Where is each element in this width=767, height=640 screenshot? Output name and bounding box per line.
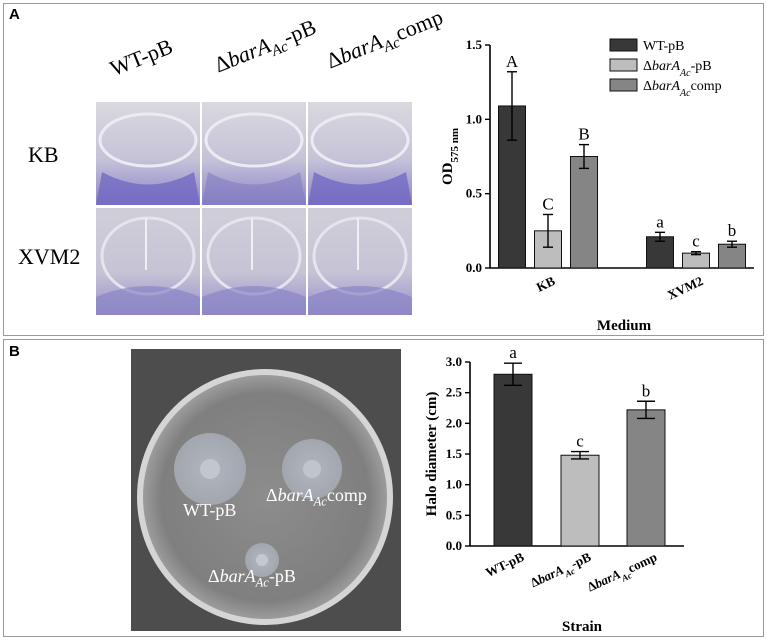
bar [626, 409, 666, 547]
y-tick-label: 0.5 [466, 186, 483, 201]
plate-label-comp: ΔbarAAccomp [266, 485, 367, 509]
bar [560, 454, 600, 547]
legend-label: WT-pB [643, 39, 684, 54]
y-axis-label: OD575 nm [440, 128, 461, 185]
bar [682, 252, 710, 269]
significance-letter: c [576, 432, 584, 451]
y-tick-label: 2.0 [446, 415, 462, 430]
panel-a-letter: A [9, 6, 20, 23]
bar [646, 236, 674, 269]
colony-comp [303, 460, 321, 478]
y-tick-label: 1.0 [446, 477, 462, 492]
y-tick-label: 0.5 [446, 507, 463, 522]
colony-mutant [256, 554, 268, 566]
y-axis-label: Halo diameter (cm) [424, 392, 440, 517]
bar [570, 156, 598, 269]
legend-swatch [609, 38, 638, 52]
y-tick-label: 3.0 [446, 354, 462, 369]
y-tick-label: 2.5 [446, 385, 463, 400]
halo-bar-chart: 0.0 0.5 1.0 1.5 2.0 2.5 3.0 Halo diameter (cm) a… [424, 343, 684, 635]
x-tick-label: XVM2 [665, 273, 705, 302]
x-axis-label: Strain [562, 619, 603, 635]
well-kb-comp [308, 102, 412, 205]
well-xvm2-mutant [202, 208, 306, 315]
row-label-kb: KB [28, 142, 59, 167]
panel-b-letter: B [9, 343, 20, 360]
y-tick-label: 1.5 [466, 37, 483, 52]
plate-label-wt: WT-pB [183, 500, 237, 520]
panel-b: B WT-pB ΔbarAAccomp ΔbarAAc-pB 0.0 0.5 1.0 1.… [3, 339, 764, 637]
significance-letter: a [656, 212, 664, 231]
crystal-violet-wells-photo [96, 102, 412, 315]
legend-swatch [609, 58, 638, 72]
row-label-xvm2: XVM2 [18, 244, 81, 269]
significance-letter: c [692, 232, 700, 251]
significance-letter: A [506, 52, 519, 71]
significance-letter: b [642, 381, 651, 400]
halo-plate-photo [131, 349, 401, 631]
significance-letter: B [578, 125, 589, 144]
y-tick-label: 0.0 [446, 538, 462, 553]
significance-letter: C [542, 194, 553, 213]
x-tick-label: KB [534, 273, 558, 295]
panel-a: A WT-pB ΔbarAAc-pB ΔbarAAccomp KB XVM2 0.0… [3, 3, 764, 336]
y-tick-label: 1.5 [446, 446, 463, 461]
x-tick-label: WT-pB [483, 549, 527, 580]
legend-label: ΔbarAAccomp [643, 79, 722, 99]
y-tick-label: 1.0 [466, 111, 482, 126]
well-kb-wt [96, 102, 200, 205]
y-tick-label: 0.0 [466, 260, 482, 275]
x-tick-label: ΔbarAAccomp [585, 549, 661, 598]
significance-letter: a [509, 343, 517, 362]
well-kb-mutant [202, 102, 306, 205]
colony-wt [200, 459, 220, 479]
bar [493, 373, 533, 547]
plate-label-mutant: ΔbarAAc-pB [208, 566, 296, 590]
significance-letter: b [728, 221, 737, 240]
legend-label: ΔbarAAc-pB [643, 59, 712, 79]
legend-swatch [609, 78, 638, 92]
well-xvm2-comp [308, 208, 412, 315]
well-xvm2-wt [96, 208, 200, 315]
x-tick-label: ΔbarAAc-pB [528, 549, 595, 594]
x-axis-label: Medium [597, 318, 652, 334]
od-bar-chart: 0.0 0.5 1.0 1.5 OD575 nm Aa Cc Bb KB XVM2 Medium WT… [440, 37, 754, 334]
